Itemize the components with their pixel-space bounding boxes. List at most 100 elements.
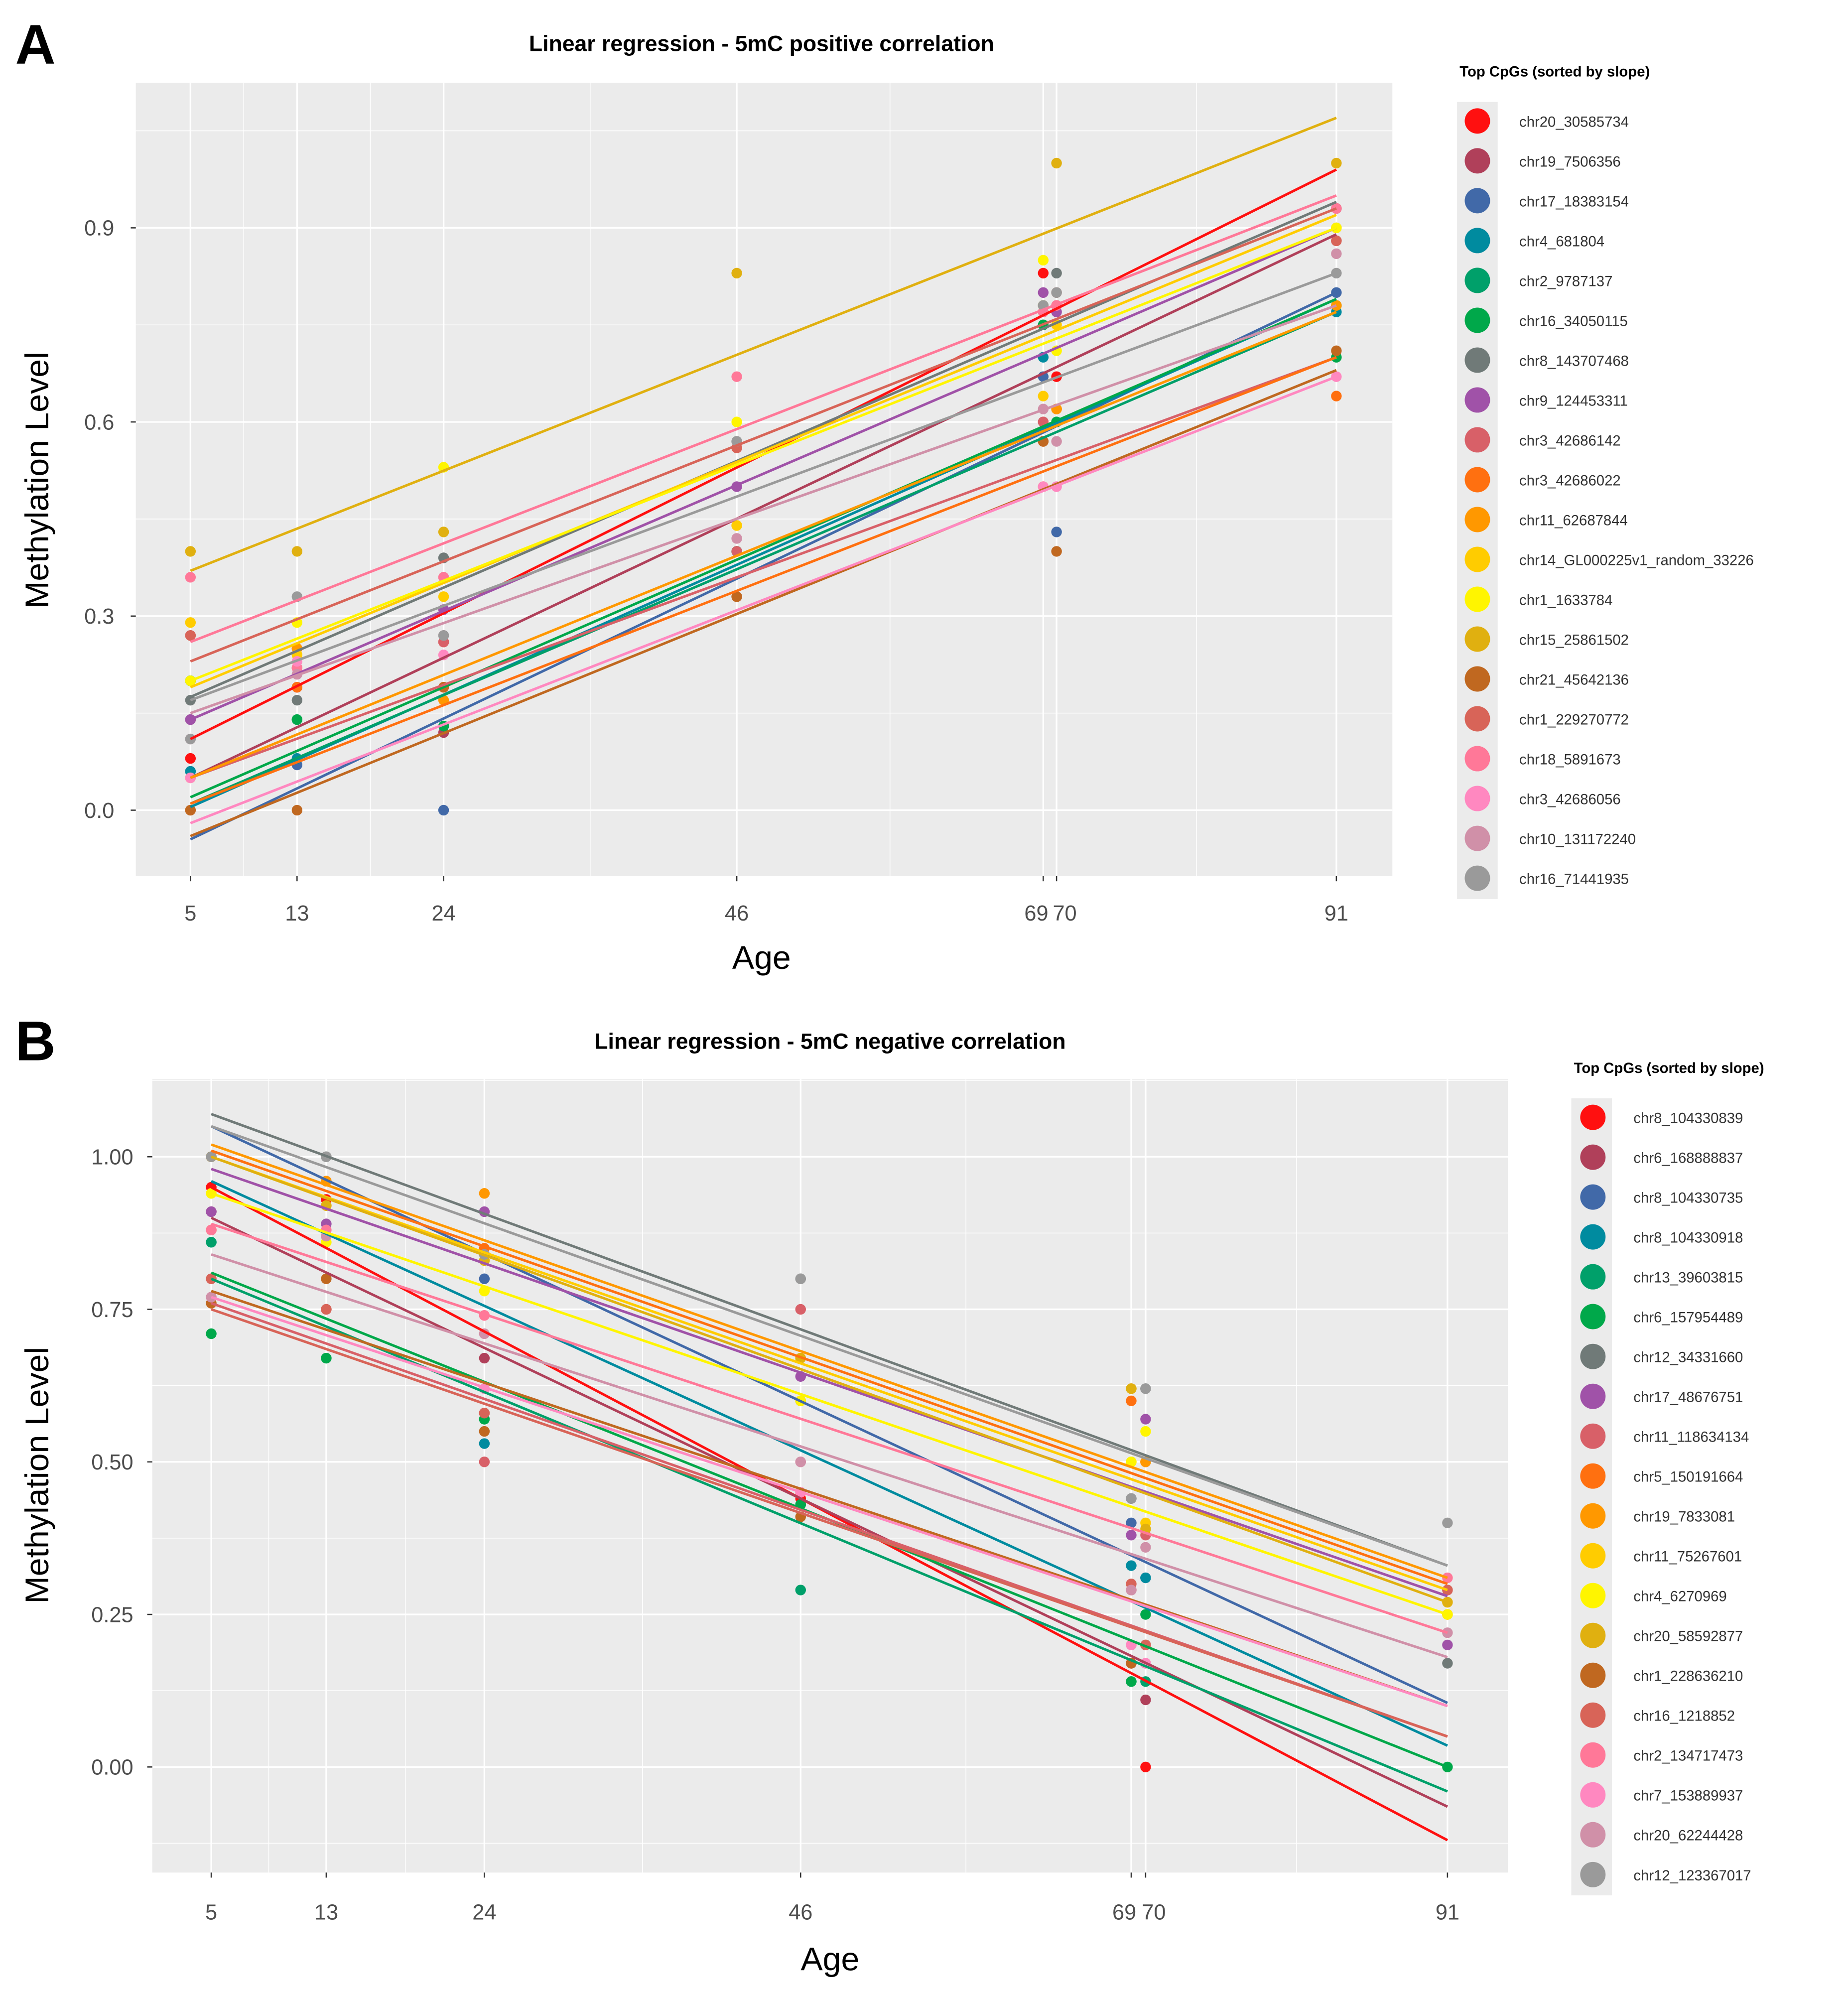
regression-line — [190, 117, 1337, 572]
data-point — [1126, 1560, 1137, 1571]
x-axis-title: Age — [732, 939, 791, 976]
x-tick-label: 46 — [725, 902, 749, 926]
y-tick-label: 0.00 — [91, 1756, 133, 1780]
legend-key — [1464, 387, 1490, 413]
legend-label: chr11_62687844 — [1519, 512, 1628, 529]
data-point — [1331, 345, 1342, 356]
regression-line — [211, 1149, 1448, 1586]
regression-line — [190, 227, 1337, 721]
legend-key — [1464, 188, 1490, 214]
legend-key — [1580, 1702, 1606, 1728]
legend-label: chr3_42686142 — [1519, 432, 1621, 449]
legend-label: chr9_124453311 — [1519, 393, 1628, 409]
data-point — [206, 1237, 217, 1248]
legend-label: chr6_157954489 — [1633, 1310, 1743, 1326]
legend-label: chr11_75267601 — [1633, 1549, 1742, 1565]
panel-a: A Linear regression - 5mC positive correl… — [15, 13, 1754, 976]
x-tick-label: 70 — [1053, 902, 1076, 926]
data-point — [1051, 287, 1062, 298]
legend-label: chr17_48676751 — [1633, 1389, 1743, 1406]
legend-label: chr8_104330918 — [1633, 1230, 1743, 1246]
data-point — [206, 1328, 217, 1339]
data-point — [206, 1188, 217, 1199]
legend-key — [1464, 706, 1490, 732]
data-point — [1126, 1517, 1137, 1528]
legend-key — [1464, 307, 1490, 333]
legend-label: chr11_118634134 — [1633, 1429, 1749, 1446]
plot-background — [135, 83, 1393, 876]
data-point — [1442, 1517, 1453, 1528]
regression-line — [190, 207, 1337, 663]
y-tick-label: 0.25 — [91, 1603, 133, 1627]
legend-label: chr1_229270772 — [1519, 711, 1629, 728]
data-point — [185, 753, 196, 764]
legend-key — [1464, 666, 1490, 692]
legend-label: chr4_681804 — [1519, 233, 1604, 250]
x-tick-label: 13 — [285, 902, 309, 926]
data-point — [185, 804, 196, 816]
data-point — [185, 733, 196, 745]
data-point — [795, 1585, 806, 1595]
legend-key — [1580, 1742, 1606, 1768]
data-point — [731, 267, 742, 279]
legend-key — [1464, 467, 1490, 493]
data-point — [1140, 1761, 1151, 1772]
data-point — [1051, 267, 1062, 279]
legend-label: chr15_25861502 — [1519, 632, 1629, 648]
data-point — [731, 520, 742, 531]
data-point — [1442, 1658, 1453, 1669]
legend-label: chr8_104330735 — [1633, 1190, 1743, 1206]
data-point — [795, 1457, 806, 1467]
legend-key — [1464, 586, 1490, 612]
legend-label: chr16_1218852 — [1633, 1708, 1735, 1725]
legend-key — [1580, 1343, 1606, 1369]
data-point — [479, 1352, 490, 1364]
data-point — [1038, 267, 1049, 279]
legend-label: chr8_143707468 — [1519, 353, 1629, 369]
regression-line — [190, 227, 1337, 682]
legend-key — [1464, 626, 1490, 652]
data-point — [1126, 1457, 1137, 1467]
legend-key — [1580, 1662, 1606, 1688]
regression-line — [211, 1155, 1448, 1603]
legend-label: chr2_9787137 — [1519, 273, 1612, 289]
regression-line — [211, 1113, 1448, 1567]
legend-key — [1464, 546, 1490, 572]
legend-label: chr12_34331660 — [1633, 1349, 1743, 1366]
legend-title: Top CpGs (sorted by slope) — [1574, 1060, 1764, 1076]
regression-line — [210, 1216, 1449, 1808]
data-point — [1126, 1676, 1137, 1687]
legend-label: chr14_GL000225v1_random_33226 — [1519, 552, 1754, 568]
y-axis-title: Methylation Level — [19, 352, 56, 609]
regression-line — [211, 1180, 1448, 1747]
data-point — [1038, 391, 1049, 401]
data-point — [1140, 1609, 1151, 1620]
legend-label: chr8_104330839 — [1633, 1110, 1743, 1127]
legend-label: chr19_7833081 — [1633, 1509, 1735, 1525]
legend-key — [1580, 1822, 1606, 1848]
regression-line — [190, 271, 1337, 702]
data-point — [438, 630, 449, 641]
data-point — [321, 1273, 332, 1284]
panel-label: A — [15, 13, 56, 76]
regression-line — [211, 1155, 1448, 1592]
legend-key — [1580, 1423, 1606, 1449]
y-tick-label: 0.75 — [91, 1298, 133, 1322]
data-point — [291, 804, 303, 816]
legend-label: chr7_153889937 — [1633, 1788, 1743, 1804]
legend-label: chr17_18383154 — [1519, 193, 1629, 210]
legend-key — [1580, 1782, 1606, 1808]
data-point — [479, 1188, 490, 1199]
data-point — [206, 1224, 217, 1235]
legend-key — [1580, 1463, 1606, 1489]
data-point — [795, 1273, 806, 1284]
legend-key — [1464, 786, 1490, 811]
legend-label: chr18_5891673 — [1519, 751, 1621, 768]
data-point — [291, 546, 303, 557]
data-point — [479, 1457, 490, 1467]
regression-line — [211, 1143, 1448, 1579]
legend-key — [1580, 1264, 1606, 1290]
legend-key — [1464, 347, 1490, 373]
regression-line — [190, 310, 1337, 805]
data-point — [291, 694, 303, 706]
